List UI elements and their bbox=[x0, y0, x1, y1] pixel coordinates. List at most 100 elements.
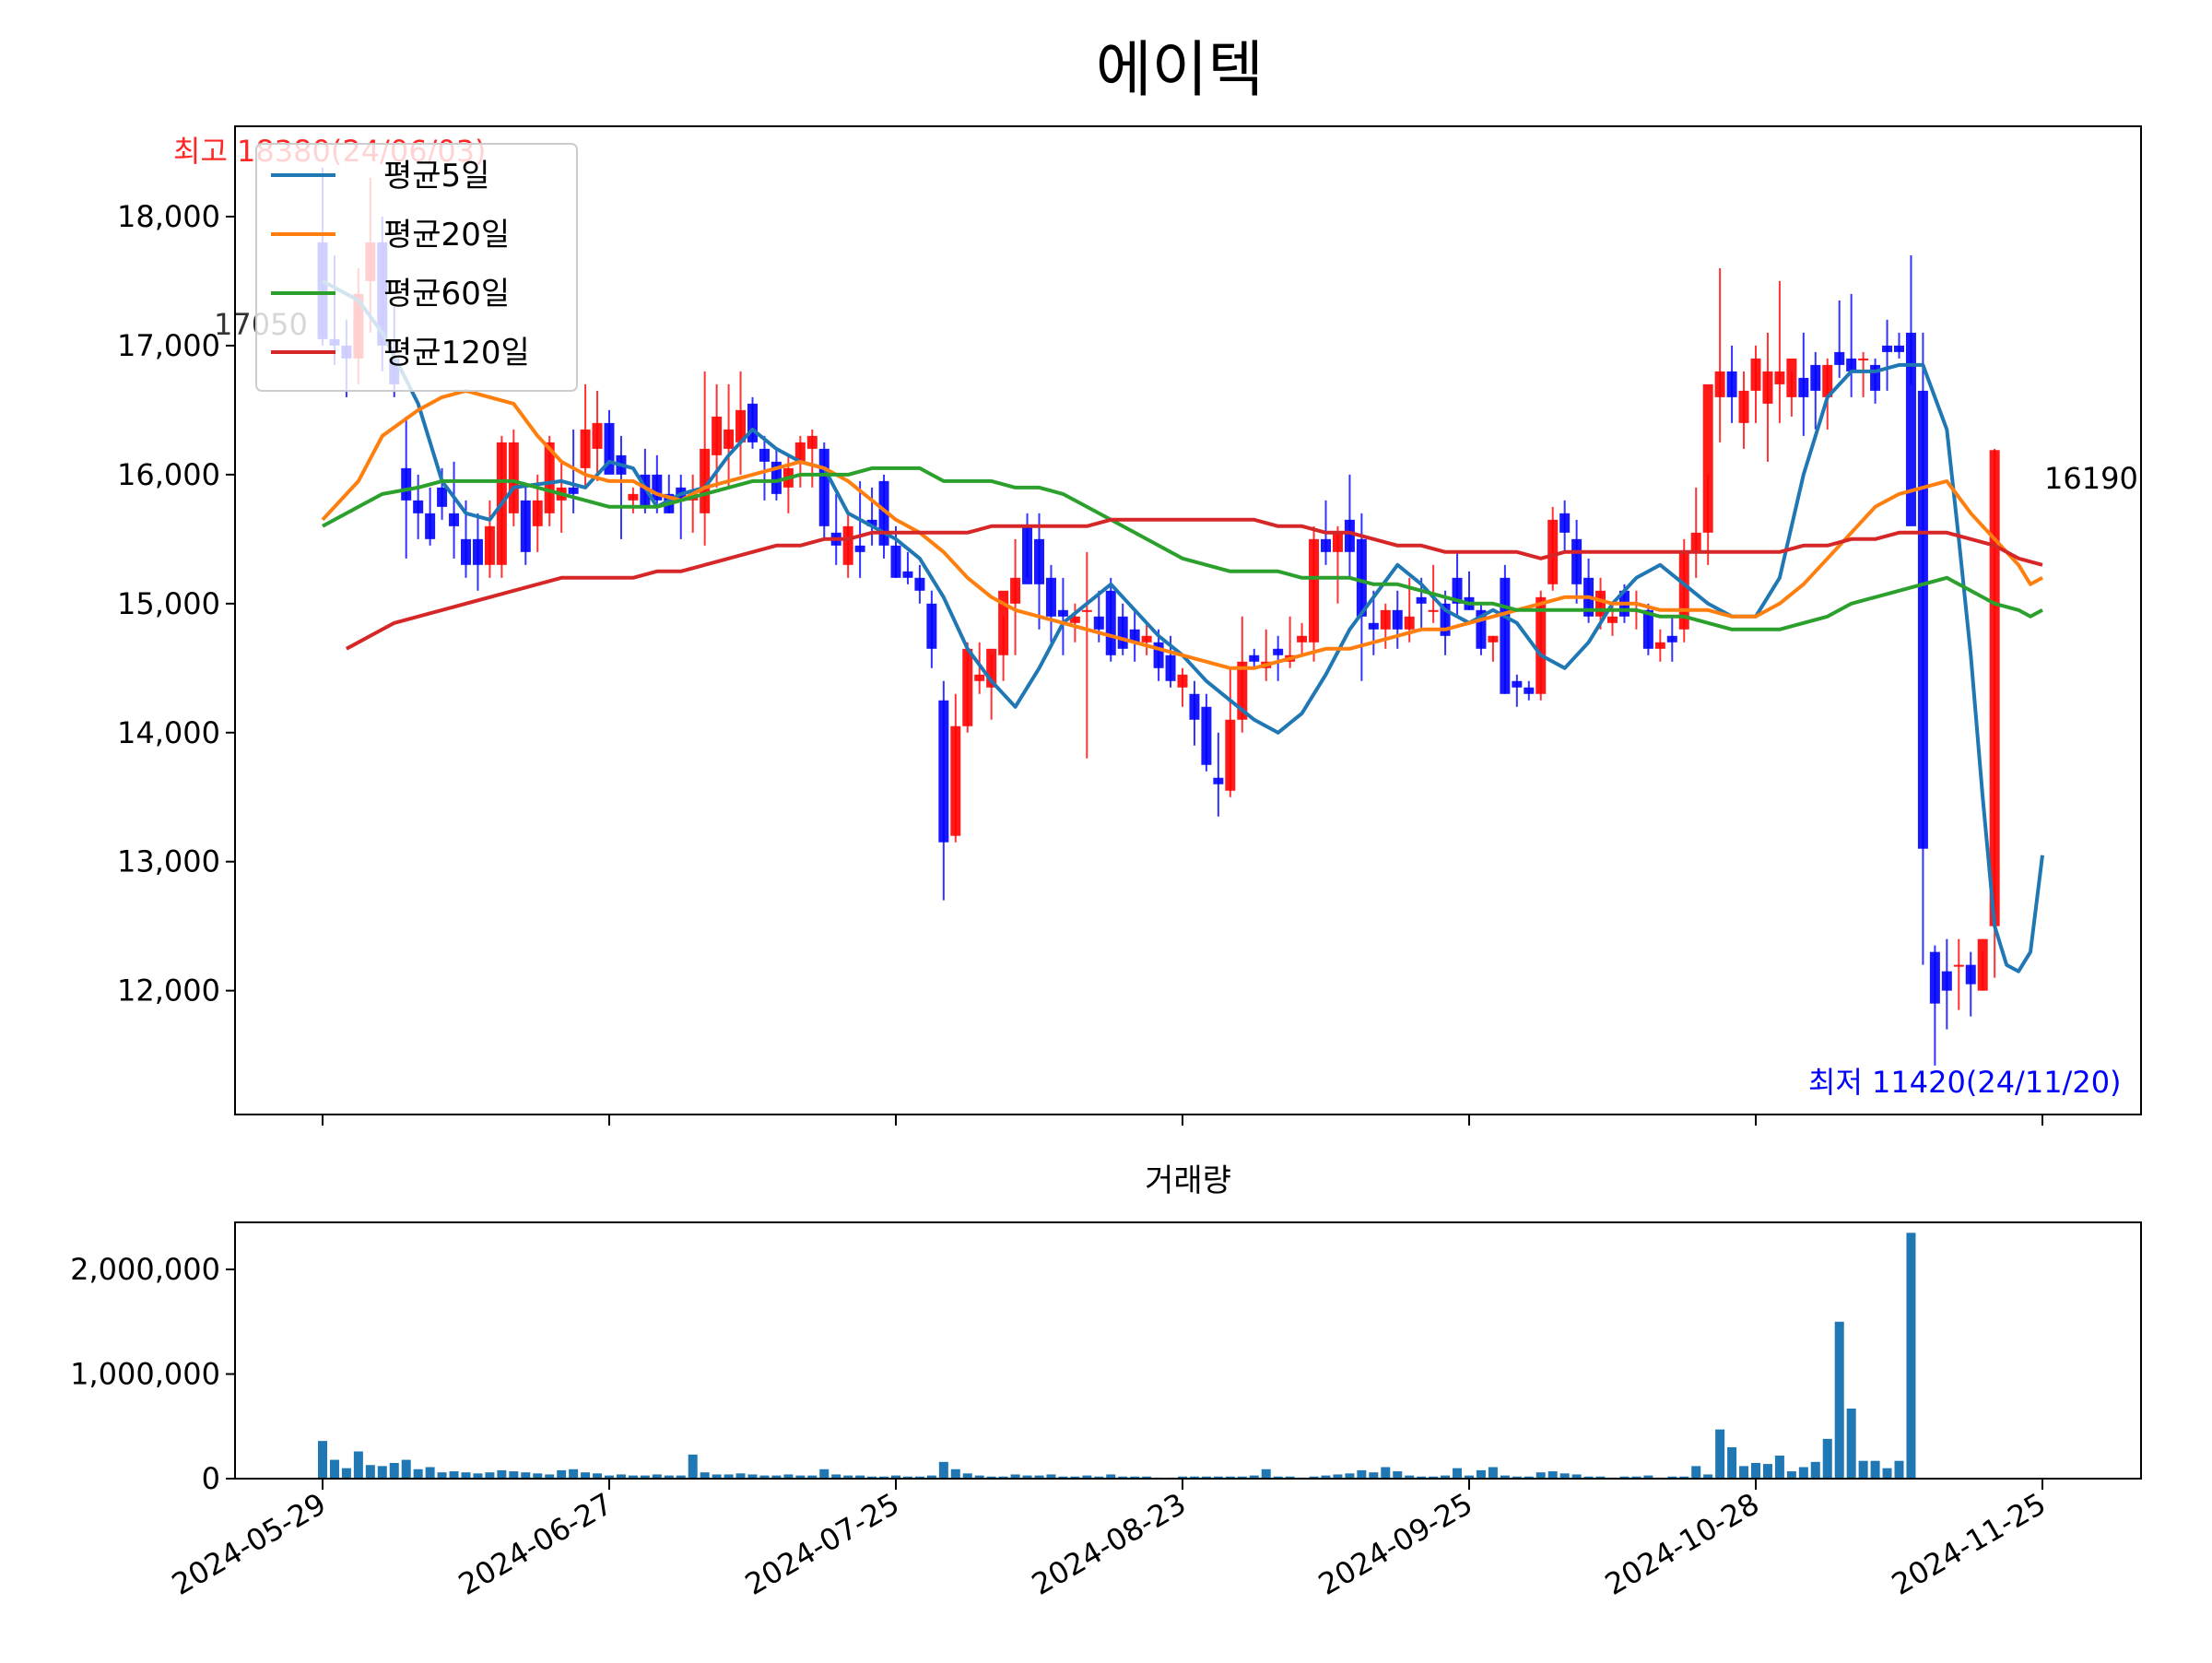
volume-bar bbox=[1512, 1476, 1522, 1479]
price-y-tick-label: 15,000 bbox=[117, 586, 220, 621]
volume-bar bbox=[1834, 1321, 1844, 1479]
volume-bar bbox=[521, 1472, 531, 1479]
candle-body bbox=[628, 493, 639, 501]
candle-body bbox=[1069, 616, 1080, 623]
volume-bar bbox=[1118, 1476, 1128, 1479]
volume-bar bbox=[1237, 1476, 1247, 1479]
volume-bar bbox=[1225, 1476, 1235, 1479]
candle-body bbox=[735, 409, 747, 442]
candle-body bbox=[472, 538, 483, 565]
candle-body bbox=[401, 467, 412, 501]
volume-bar bbox=[616, 1474, 626, 1479]
candle-body bbox=[508, 442, 519, 513]
candle-body bbox=[1929, 951, 1940, 1004]
candle-body bbox=[902, 571, 913, 578]
candlestick-series bbox=[317, 167, 2000, 1066]
volume-bar bbox=[1846, 1408, 1856, 1479]
candle-body bbox=[1321, 538, 1331, 552]
candle-body bbox=[1666, 635, 1677, 643]
candle-body bbox=[1010, 577, 1021, 604]
volume-bar bbox=[879, 1476, 889, 1479]
candle-body bbox=[604, 422, 615, 475]
volume-bar bbox=[1309, 1476, 1319, 1479]
candle-body bbox=[1225, 719, 1236, 791]
volume-bar bbox=[1786, 1471, 1796, 1479]
price-y-tick-label: 14,000 bbox=[117, 715, 220, 750]
volume-bar bbox=[1082, 1475, 1092, 1479]
volume-bar bbox=[676, 1475, 686, 1479]
volume-y-tick-label: 2,000,000 bbox=[70, 1252, 220, 1287]
volume-bar bbox=[341, 1468, 351, 1479]
volume-bar bbox=[1381, 1467, 1391, 1479]
volume-bar bbox=[318, 1441, 327, 1479]
candle-body bbox=[1177, 674, 1188, 688]
candle-body bbox=[1714, 371, 1725, 397]
candle-body bbox=[998, 590, 1009, 655]
candle-body bbox=[1476, 609, 1487, 649]
volume-bar bbox=[1691, 1466, 1701, 1479]
volume-bar bbox=[1535, 1472, 1546, 1479]
volume-bar bbox=[998, 1476, 1008, 1479]
volume-bar bbox=[473, 1473, 483, 1479]
volume-bar bbox=[449, 1471, 459, 1479]
volume-bar bbox=[401, 1459, 411, 1479]
legend-label-ma120: 평균120일 bbox=[383, 335, 530, 372]
volume-bar bbox=[1488, 1467, 1498, 1479]
volume-bar bbox=[1524, 1476, 1534, 1479]
candle-body bbox=[1022, 525, 1033, 584]
ma120-line bbox=[345, 517, 2043, 651]
price-y-tick-label: 17,000 bbox=[117, 328, 220, 363]
volume-bar bbox=[1453, 1468, 1463, 1479]
candle-body bbox=[806, 435, 818, 449]
candle-body bbox=[1917, 390, 1928, 849]
candle-body bbox=[1571, 538, 1583, 584]
volume-bar bbox=[1727, 1446, 1737, 1479]
volume-bar bbox=[1429, 1476, 1439, 1479]
volume-bar bbox=[640, 1475, 650, 1479]
candle-body bbox=[1834, 351, 1845, 365]
candle-body bbox=[520, 500, 531, 552]
volume-bar bbox=[461, 1472, 471, 1479]
candle-body bbox=[1595, 590, 1606, 617]
volume-bar bbox=[581, 1472, 591, 1479]
volume-bar bbox=[700, 1472, 710, 1479]
candle-body bbox=[1559, 513, 1571, 533]
volume-bar bbox=[1571, 1474, 1582, 1479]
candle-body bbox=[1045, 577, 1056, 617]
candle-body bbox=[938, 700, 949, 843]
volume-bar bbox=[1476, 1469, 1486, 1479]
candle-body bbox=[1440, 603, 1451, 636]
volume-y-tick-label: 0 bbox=[202, 1461, 220, 1496]
volume-bar bbox=[605, 1475, 614, 1479]
volume-bar bbox=[389, 1462, 399, 1479]
candle-body bbox=[866, 519, 877, 526]
volume-bar bbox=[867, 1476, 877, 1479]
volume-bar bbox=[891, 1475, 900, 1479]
candle-body bbox=[1237, 661, 1248, 720]
candle-body bbox=[1332, 532, 1343, 552]
candle-body bbox=[794, 442, 806, 462]
volume-bar bbox=[1619, 1476, 1630, 1479]
legend-label-ma60: 평균60일 bbox=[383, 276, 510, 313]
volume-bar bbox=[759, 1475, 770, 1479]
volume-bar bbox=[724, 1474, 734, 1479]
volume-bar bbox=[914, 1476, 924, 1479]
volume-bar bbox=[1010, 1474, 1020, 1479]
volume-bar bbox=[437, 1472, 447, 1479]
volume-bar bbox=[1559, 1473, 1570, 1479]
volume-bar bbox=[771, 1475, 782, 1479]
candle-body bbox=[724, 429, 735, 449]
candle-body bbox=[1117, 616, 1128, 649]
candle-body bbox=[878, 480, 889, 546]
candle-body bbox=[544, 442, 555, 513]
candle-body bbox=[1153, 642, 1164, 668]
ma20-line bbox=[321, 388, 2043, 670]
candle-body bbox=[1309, 538, 1320, 643]
candle-body bbox=[1524, 687, 1535, 694]
volume-bar bbox=[413, 1468, 423, 1479]
volume-bar bbox=[1130, 1476, 1140, 1479]
price-y-tick-label: 16,000 bbox=[117, 457, 220, 492]
chart-title: 에이텍 bbox=[1096, 34, 1264, 105]
candle-body bbox=[461, 538, 471, 565]
